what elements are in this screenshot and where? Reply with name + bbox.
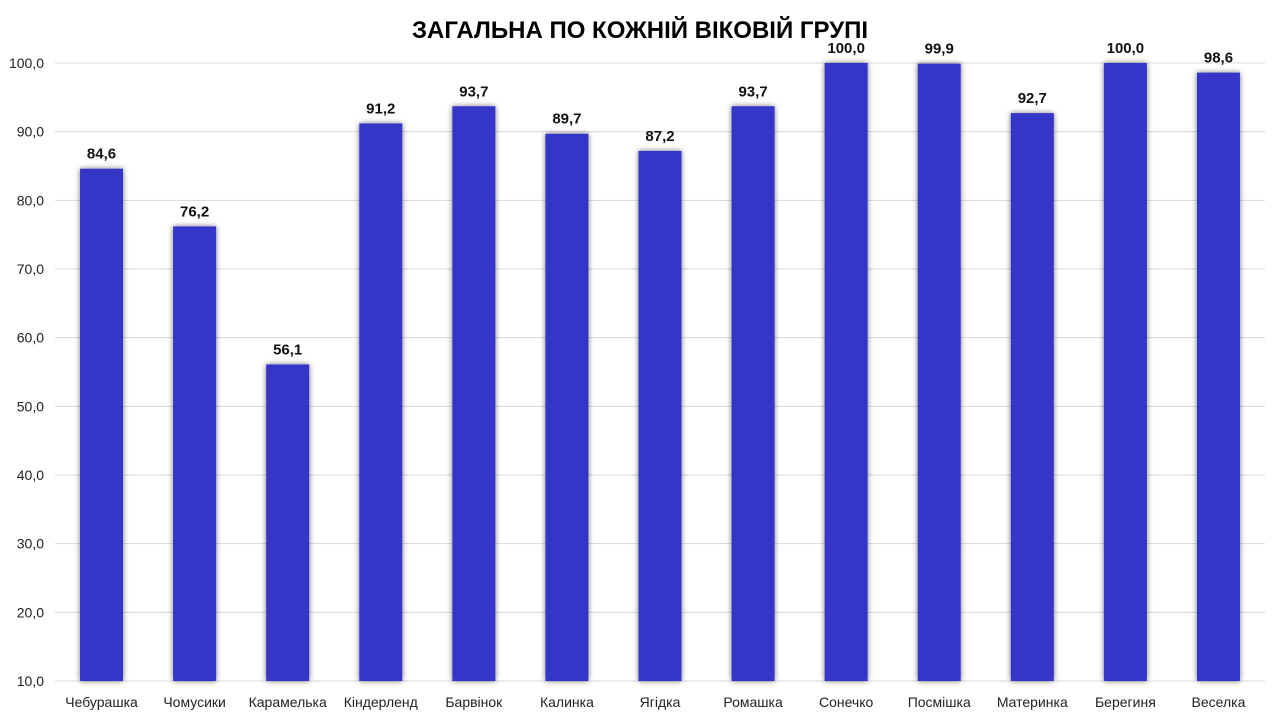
data-label: 76,2 [180,203,209,220]
bar [452,106,496,681]
bar [917,63,961,682]
data-label: 84,6 [87,146,116,163]
bar [266,364,310,681]
category-label: Калинка [540,694,594,710]
category-label: Кіндерленд [344,694,418,710]
category-label: Чебурашка [65,694,138,710]
category-label: Материнка [997,694,1068,710]
y-tick-label: 30,0 [17,536,44,552]
data-label: 89,7 [552,111,581,128]
chart-title: ЗАГАЛЬНА ПО КОЖНІЙ ВІКОВІЙ ГРУПІ [412,16,868,44]
category-label: Барвінок [445,694,503,710]
data-label: 100,0 [827,40,865,57]
data-label: 91,2 [366,100,395,117]
category-label: Ягідка [640,694,681,710]
data-label: 93,7 [459,83,488,100]
bar [173,226,217,681]
bar [638,150,682,682]
y-tick-label: 100,0 [9,55,44,71]
bars [80,63,1240,682]
y-tick-label: 40,0 [17,467,44,483]
bar [80,168,124,681]
y-tick-label: 60,0 [17,330,44,346]
data-label: 87,2 [645,128,674,145]
bar [824,63,868,681]
bar [1196,72,1240,681]
bar [731,106,775,681]
bar [545,133,589,681]
category-label: Ромашка [723,694,783,710]
data-label: 98,6 [1204,50,1233,67]
y-tick-label: 50,0 [17,398,44,414]
data-label: 92,7 [1018,90,1047,107]
data-label: 93,7 [738,83,767,100]
data-label: 56,1 [273,341,302,358]
bar [1103,63,1147,681]
y-tick-label: 90,0 [17,124,44,140]
data-label: 99,9 [925,41,954,58]
category-label: Веселка [1192,694,1246,710]
category-label: Берегиня [1095,694,1156,710]
category-label: Посмішка [908,694,971,710]
bar [1010,113,1054,682]
data-label: 100,0 [1107,40,1145,57]
x-axis-category-labels: Чебурашка Чомусики Карамелька Кіндерленд Бар… [65,694,1245,710]
category-label: Карамелька [249,694,327,710]
y-tick-label: 20,0 [17,604,44,620]
y-tick-label: 70,0 [17,261,44,277]
category-label: Чомусики [163,694,226,710]
bar [359,123,403,682]
y-axis-tick-labels: 10,0 20,0 30,0 40,0 50,0 60,0 70,0 80,0 90,0 100,… [9,55,44,689]
data-labels: 84,6 76,2 56,1 91,2 93,7 89,7 87,2 93,7 100,0 99,… [87,40,1233,358]
y-tick-label: 10,0 [17,673,44,689]
category-label: Сонечко [819,694,874,710]
y-tick-label: 80,0 [17,192,44,208]
